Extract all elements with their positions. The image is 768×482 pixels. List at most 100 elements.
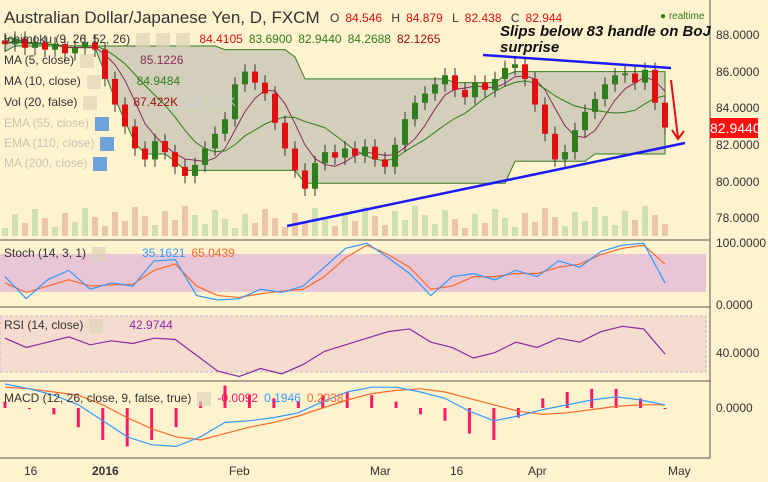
candle: [92, 42, 98, 50]
volume-bar: [82, 208, 88, 236]
volume-bar: [252, 223, 258, 236]
legend-ma200[interactable]: MA (200, close): [4, 156, 113, 171]
volume-bar: [382, 225, 388, 236]
x-tick: 16: [450, 464, 464, 478]
macd-histogram-bar: [516, 408, 520, 418]
candle: [422, 93, 428, 103]
legend-volume[interactable]: Vol (20, false) 87.422K 331.361K: [4, 95, 236, 110]
macd-histogram-bar: [614, 388, 618, 408]
volume-bar: [122, 221, 128, 236]
macd-signal-line: [4, 386, 665, 441]
macd-histogram-bar: [223, 385, 227, 408]
macd-histogram-bar: [247, 395, 251, 408]
eye-off-icon[interactable]: [94, 116, 109, 131]
legend-ema55[interactable]: EMA (55, close): [4, 116, 115, 131]
gear-icon[interactable]: [89, 318, 104, 333]
candle: [582, 111, 588, 131]
legend-ichimoku[interactable]: Ichimoku (9, 26, 52, 26) 84.4105 83.6900 8…: [4, 32, 441, 47]
volume-bar: [442, 210, 448, 236]
rsi-band: [0, 315, 707, 373]
volume-bar: [502, 218, 508, 236]
eye-icon[interactable]: [136, 32, 151, 47]
volume-bar: [562, 226, 568, 236]
candle: [402, 119, 408, 145]
x-tick: Mar: [370, 464, 391, 478]
volume-bar: [522, 213, 528, 236]
volume-bar: [602, 216, 608, 236]
candle: [122, 104, 128, 127]
candle: [522, 64, 528, 79]
candle: [272, 93, 278, 123]
volume-bar: [92, 217, 98, 236]
candle: [82, 42, 88, 48]
candle: [202, 148, 208, 165]
volume-bar: [42, 218, 48, 236]
gear-icon[interactable]: [80, 53, 95, 68]
candle: [12, 38, 18, 45]
gear-icon[interactable]: [86, 74, 101, 89]
y-tick: 82.0000: [716, 138, 760, 152]
volume-bar: [392, 211, 398, 236]
legend-ma5[interactable]: MA (5, close) 85.1226: [4, 53, 184, 68]
eye-off-icon[interactable]: [93, 156, 108, 171]
volume-bar: [302, 222, 308, 236]
gear-icon[interactable]: [197, 391, 212, 406]
macd-line: [4, 383, 666, 448]
volume-bar: [172, 220, 178, 236]
gear-icon[interactable]: [156, 32, 171, 47]
candle: [212, 133, 218, 149]
candle: [302, 170, 308, 189]
volume-bar: [62, 213, 68, 236]
chart-title: Australian Dollar/Japanese Yen, D, FXCM: [4, 8, 320, 27]
macd-tick: 0.0000: [716, 401, 753, 415]
close-icon[interactable]: [176, 32, 191, 47]
volume-bar: [222, 219, 228, 236]
macd-histogram-bar: [590, 388, 594, 408]
volume-bar: [472, 214, 478, 236]
stoch-k-line: [4, 242, 666, 301]
volume-bar: [272, 218, 278, 236]
gear-icon[interactable]: [83, 95, 98, 110]
candle: [322, 152, 328, 164]
volume-bar: [322, 217, 328, 236]
eye-off-icon[interactable]: [100, 136, 115, 151]
candle: [292, 148, 298, 171]
legend-ma10[interactable]: MA (10, close) 84.9484: [4, 74, 181, 89]
candle: [562, 152, 568, 160]
candle: [652, 69, 658, 103]
volume-bar: [662, 224, 668, 236]
y-tick: 84.0000: [716, 101, 760, 115]
macd-histogram-bar: [492, 408, 496, 440]
candle: [52, 44, 58, 50]
legend-stoch[interactable]: Stoch (14, 3, 1) 35.1621 65.0439: [4, 246, 235, 261]
macd-histogram-bar: [296, 401, 300, 408]
volume-bar: [432, 224, 438, 236]
candle: [352, 148, 358, 156]
x-tick: Apr: [528, 464, 547, 478]
volume-bar: [372, 216, 378, 236]
stoch-tick: 100.0000: [716, 236, 767, 250]
legend-rsi[interactable]: RSI (14, close) 42.9744: [4, 318, 173, 333]
candle: [62, 44, 68, 54]
volume-bar: [332, 226, 338, 236]
gear-icon[interactable]: [92, 246, 107, 261]
y-tick: 80.0000: [716, 175, 760, 189]
macd-histogram-bar: [394, 401, 398, 408]
candle: [532, 78, 538, 105]
volume-bar: [592, 207, 598, 236]
candle: [632, 73, 638, 83]
legend-ema110[interactable]: EMA (110, close): [4, 136, 120, 151]
legend-macd[interactable]: MACD (12, 26, close, 9, false, true) -0.0…: [4, 391, 344, 406]
rsi-line: [4, 325, 666, 378]
macd-histogram-bar: [565, 392, 569, 408]
volume-bar: [402, 220, 408, 236]
volume-bar: [182, 206, 188, 236]
ichimoku-cloud: [4, 38, 666, 184]
volume-bar: [142, 216, 148, 236]
candle: [132, 126, 138, 149]
volume-bar: [452, 219, 458, 236]
candle: [252, 71, 258, 83]
volume-bar: [72, 222, 78, 236]
ma-line-5: [4, 40, 666, 167]
